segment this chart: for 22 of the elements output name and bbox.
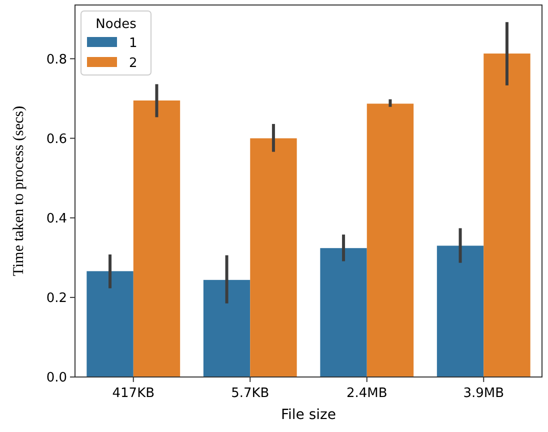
bar xyxy=(133,100,180,377)
bar xyxy=(366,104,414,377)
bar xyxy=(436,246,484,377)
bar xyxy=(203,280,250,377)
bar xyxy=(484,54,530,377)
x-tick-label: 3.9MB xyxy=(463,386,504,401)
x-tick-label: 417KB xyxy=(112,386,155,401)
x-tick-label: 2.4MB xyxy=(346,386,388,401)
y-tick-label: 0.4 xyxy=(46,211,67,226)
bar xyxy=(86,271,134,377)
y-tick-label: 0.6 xyxy=(46,132,67,147)
x-axis-title: File size xyxy=(280,407,336,423)
bar xyxy=(250,138,297,377)
y-tick-label: 0.0 xyxy=(46,370,67,386)
y-axis-title: Time taken to process (secs) xyxy=(11,106,27,276)
y-tick-label: 0.8 xyxy=(46,52,67,68)
legend-title: Nodes xyxy=(96,17,137,32)
legend-label: 2 xyxy=(129,56,138,71)
bar xyxy=(320,248,367,377)
x-tick-label: 5.7KB xyxy=(231,386,270,401)
y-tick-label: 0.2 xyxy=(46,290,67,306)
legend-label: 1 xyxy=(129,36,138,51)
